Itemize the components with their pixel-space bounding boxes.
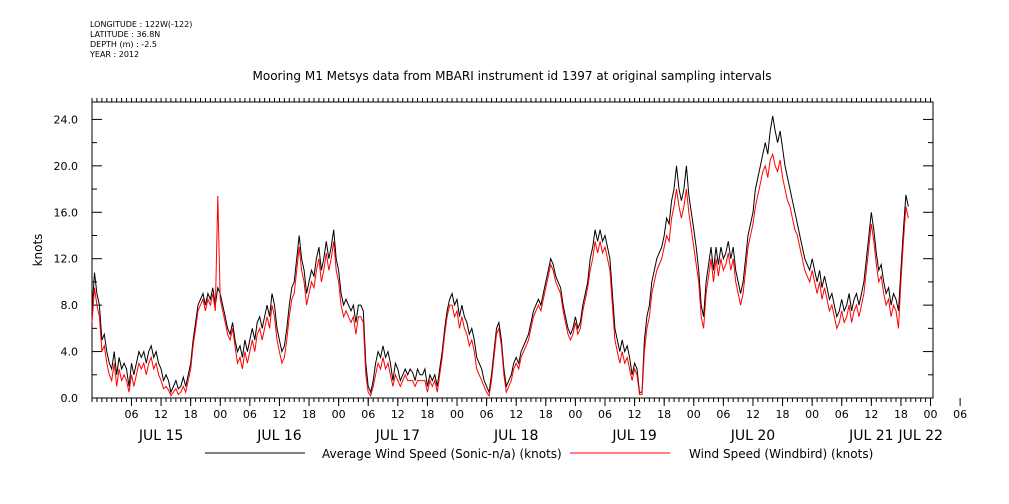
y-tick-label: 0.0 [61, 392, 79, 405]
year-line: YEAR : 2012 [90, 50, 140, 59]
x-tick-label: 06 [480, 408, 494, 421]
y-tick-label: 8.0 [61, 299, 79, 312]
x-tick-label: 18 [657, 408, 671, 421]
x-day-label: JUL 19 [611, 428, 656, 444]
plot-frame [91, 101, 934, 399]
x-tick-label: 12 [509, 408, 523, 421]
axis-ticks [91, 98, 961, 406]
y-axis-label: knots [31, 234, 45, 267]
x-tick-label: 12 [272, 408, 286, 421]
depth-line: DEPTH (m) : -2.5 [90, 40, 157, 49]
x-tick-label: 12 [746, 408, 760, 421]
x-tick-label: 12 [154, 408, 168, 421]
axis-tick-labels: 06 12 18 00 06 12 18 00 06 12 18 00 06 12 18 00 06 12 18 00… [54, 113, 968, 444]
latitude-line: LATITUDE : 36.8N [90, 30, 161, 39]
legend: Average Wind Speed (Sonic-n/a) (knots) W… [205, 447, 873, 461]
x-day-label: JUL 18 [493, 428, 538, 444]
x-tick-label: 00 [332, 408, 346, 421]
x-tick-label: 00 [213, 408, 227, 421]
y-tick-label: 4.0 [61, 346, 79, 359]
x-tick-label: 06 [953, 408, 967, 421]
x-tick-label: 12 [628, 408, 642, 421]
x-tick-label: 06 [835, 408, 849, 421]
x-tick-label: 18 [776, 408, 790, 421]
y-tick-label: 12.0 [54, 253, 79, 266]
x-tick-label: 18 [894, 408, 908, 421]
x-tick-label: 06 [124, 408, 138, 421]
x-tick-label: 18 [302, 408, 316, 421]
y-tick-label: 24.0 [54, 113, 79, 126]
x-tick-label: 18 [539, 408, 553, 421]
series-line-average-wind-speed [91, 115, 909, 395]
x-tick-label: 12 [864, 408, 878, 421]
x-day-label: JUL 21 [848, 428, 893, 444]
x-tick-label: 06 [716, 408, 730, 421]
legend-label-average-wind-speed: Average Wind Speed (Sonic-n/a) (knots) [322, 447, 562, 461]
longitude-line: LONGITUDE : 122W(-122) [90, 20, 193, 29]
x-day-label: JUL 22 [897, 428, 942, 444]
x-tick-label: 06 [361, 408, 375, 421]
x-tick-label: 00 [450, 408, 464, 421]
x-tick-label: 18 [420, 408, 434, 421]
x-day-label: JUL 17 [375, 428, 420, 444]
data-series [91, 115, 909, 397]
metadata-block: LONGITUDE : 122W(-122) LATITUDE : 36.8N … [90, 20, 192, 60]
y-tick-label: 20.0 [54, 160, 79, 173]
chart-title: Mooring M1 Metsys data from MBARI instru… [253, 69, 772, 83]
x-tick-label: 18 [184, 408, 198, 421]
x-tick-label: 00 [687, 408, 701, 421]
x-day-label: JUL 15 [138, 428, 183, 444]
x-tick-label: 00 [568, 408, 582, 421]
legend-label-windbird-wind-speed: Wind Speed (Windbird) (knots) [689, 447, 873, 461]
x-tick-label: 06 [598, 408, 612, 421]
x-day-label: JUL 20 [730, 428, 775, 444]
y-tick-label: 16.0 [54, 206, 79, 219]
x-tick-label: 12 [391, 408, 405, 421]
x-day-label: JUL 16 [256, 428, 302, 444]
x-tick-label: 06 [243, 408, 257, 421]
series-line-windbird-wind-speed [91, 152, 909, 397]
x-tick-label: 00 [924, 408, 938, 421]
x-tick-label: 00 [805, 408, 819, 421]
